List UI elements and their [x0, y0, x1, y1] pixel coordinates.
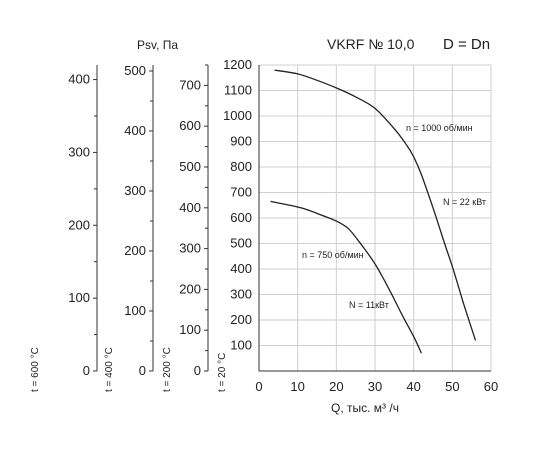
temperature-axis-label: 300 — [179, 241, 201, 256]
y-tick-label: 200 — [230, 312, 252, 327]
temperature-axis-label: 600 — [179, 118, 201, 133]
diameter-label: D = Dn — [443, 36, 490, 53]
temperature-axis-label: 300 — [124, 183, 146, 198]
temperature-axis-label: 400 — [124, 123, 146, 138]
temperature-label-200: t = 200 °C — [162, 347, 173, 392]
temperature-axis-label: 300 — [68, 144, 90, 159]
temperature-axis-label: 400 — [179, 200, 201, 215]
x-tick-label: 40 — [406, 379, 420, 394]
temperature-axis-label: 100 — [179, 322, 201, 337]
y-tick-label: 400 — [230, 261, 252, 276]
temperature-axis-label: 400 — [68, 72, 90, 87]
y-tick-label: 800 — [230, 159, 252, 174]
temperature-axis-label: 500 — [179, 159, 201, 174]
y-tick-label: 900 — [230, 134, 252, 149]
y-tick-label: 700 — [230, 185, 252, 200]
series-label-750rpm: n = 750 об/мин — [302, 250, 364, 260]
temperature-axis-label: 500 — [124, 63, 146, 78]
x-tick-label: 0 — [255, 379, 262, 394]
y-tick-label: 300 — [230, 287, 252, 302]
power-label-11kw: N = 11кВт — [349, 300, 389, 310]
power-label-22kw: N = 22 кВт — [443, 197, 486, 207]
y-tick-label: 100 — [230, 338, 252, 353]
x-axis-label: Q, тыс. м³ /ч — [331, 401, 399, 415]
x-tick-label: 50 — [445, 379, 459, 394]
temperature-axis-label: 100 — [124, 303, 146, 318]
labels-layer: VKRF № 10,0 D = Dn Psv, Па Q, тыс. м³ /ч… — [30, 36, 490, 415]
temperature-axis-label: 0 — [83, 363, 90, 378]
temperature-label-600: t = 600 °C — [30, 347, 41, 392]
temperature-axis-label: 200 — [68, 217, 90, 232]
curves-layer — [270, 69, 477, 354]
chart-title: VKRF № 10,0 — [327, 36, 415, 52]
x-tick-label: 60 — [484, 379, 498, 394]
series-label-1000rpm: n = 1000 об/мин — [406, 123, 473, 133]
pressure-unit-label: Psv, Па — [137, 38, 178, 52]
temperature-axis-label: 700 — [179, 77, 201, 92]
temperature-axis-label: 100 — [68, 290, 90, 305]
temperature-axis-label: 200 — [124, 243, 146, 258]
curve-1000rpm — [274, 69, 477, 341]
curve-750rpm — [270, 200, 422, 354]
temperature-axis-label: 0 — [194, 363, 201, 378]
y-tick-label: 1100 — [224, 83, 252, 98]
y-tick-label: 600 — [230, 210, 252, 225]
y-tick-label: 1000 — [223, 108, 252, 123]
temperature-label-400: t = 400 °C — [104, 347, 115, 392]
temperature-axis-label: 200 — [179, 281, 201, 296]
temperature-label-20: t = 20 °C — [217, 353, 228, 392]
x-tick-label: 10 — [290, 379, 304, 394]
y-tick-label: 500 — [230, 236, 252, 251]
y-tick-label: 1200 — [223, 57, 252, 72]
x-tick-label: 20 — [329, 379, 343, 394]
temperature-axis-label: 0 — [139, 363, 146, 378]
axes-layer: 0 10 20 30 40 50 60 100 200 300 400 500 600 700 800 900… — [68, 57, 498, 394]
x-tick-label: 30 — [368, 379, 382, 394]
grid-layer — [258, 64, 492, 372]
